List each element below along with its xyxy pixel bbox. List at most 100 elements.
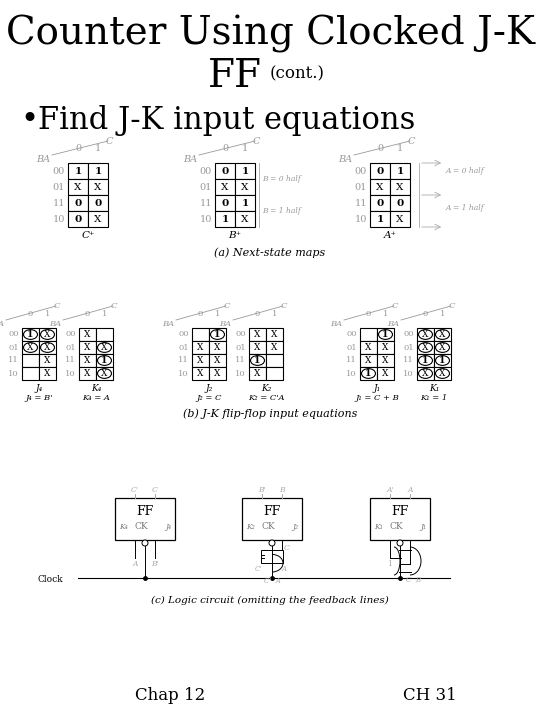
Text: X: X: [396, 215, 404, 223]
Bar: [261, 550, 283, 563]
Text: B': B': [258, 486, 266, 494]
Text: 1: 1: [75, 166, 82, 176]
Text: FF: FF: [264, 505, 281, 518]
Bar: [417, 341, 434, 354]
Text: 1: 1: [376, 215, 383, 223]
Bar: [192, 354, 209, 367]
Text: X: X: [221, 182, 228, 192]
Text: C: C: [449, 302, 455, 310]
Text: J₂: J₂: [292, 523, 298, 531]
Text: CK: CK: [261, 522, 275, 531]
Text: X: X: [376, 182, 384, 192]
Text: K₄: K₄: [119, 523, 128, 531]
Text: 0: 0: [75, 199, 82, 207]
Bar: [266, 341, 283, 354]
Bar: [192, 367, 209, 380]
Text: J₄: J₄: [165, 523, 171, 531]
Text: 10: 10: [403, 369, 414, 377]
Text: 00: 00: [235, 330, 246, 338]
Text: A: A: [132, 560, 138, 568]
Text: C'  A: C' A: [264, 577, 280, 585]
Text: 10: 10: [355, 215, 367, 223]
Text: X: X: [241, 215, 249, 223]
Text: 00: 00: [65, 330, 76, 338]
Text: 01: 01: [178, 343, 189, 351]
Text: 1: 1: [440, 356, 445, 365]
Bar: [370, 163, 390, 179]
Text: 0: 0: [377, 144, 383, 153]
Circle shape: [397, 540, 403, 546]
Text: 11: 11: [346, 356, 357, 364]
Text: X: X: [84, 369, 91, 378]
Text: X: X: [44, 369, 51, 378]
Text: J₄ = B': J₄ = B': [25, 394, 53, 402]
Bar: [79, 367, 96, 380]
Text: A⁺: A⁺: [383, 231, 396, 240]
Bar: [39, 328, 56, 341]
Text: 10: 10: [52, 215, 65, 223]
Text: BA: BA: [330, 320, 342, 328]
Bar: [209, 367, 226, 380]
Bar: [215, 195, 235, 211]
Text: X: X: [241, 182, 249, 192]
Text: X: X: [197, 343, 204, 352]
Bar: [249, 328, 266, 341]
Text: 11: 11: [403, 356, 414, 364]
Text: K₁: K₁: [374, 523, 383, 531]
Text: C: C: [284, 544, 290, 552]
Text: 1: 1: [254, 356, 261, 365]
Text: 01: 01: [355, 182, 367, 192]
Bar: [434, 367, 451, 380]
Circle shape: [269, 540, 275, 546]
Bar: [360, 354, 377, 367]
Text: K₂: K₂: [261, 384, 271, 393]
Text: 0: 0: [85, 310, 90, 318]
Bar: [249, 341, 266, 354]
Text: 00: 00: [179, 330, 189, 338]
Text: X: X: [422, 343, 429, 352]
Bar: [235, 195, 255, 211]
Text: X: X: [440, 343, 445, 352]
Bar: [390, 163, 410, 179]
Text: J₂: J₂: [205, 384, 213, 393]
Text: 01: 01: [235, 343, 246, 351]
Text: B = 0 half: B = 0 half: [262, 175, 301, 183]
Text: 1: 1: [102, 356, 107, 365]
Text: 10: 10: [235, 369, 246, 377]
Text: Clock: Clock: [38, 575, 64, 583]
Text: X: X: [102, 369, 107, 378]
Bar: [370, 211, 390, 227]
Bar: [390, 211, 410, 227]
Text: X: X: [94, 215, 102, 223]
Bar: [360, 341, 377, 354]
Text: 11: 11: [8, 356, 19, 364]
Bar: [22, 341, 39, 354]
Bar: [192, 328, 209, 341]
Text: B⁺: B⁺: [228, 231, 241, 240]
Text: X: X: [382, 369, 389, 378]
Text: 1: 1: [382, 330, 389, 339]
Bar: [68, 195, 88, 211]
Bar: [370, 179, 390, 195]
Text: 00: 00: [347, 330, 357, 338]
Text: CK: CK: [134, 522, 148, 531]
Text: 10: 10: [9, 369, 19, 377]
Bar: [88, 179, 108, 195]
Text: BA: BA: [219, 320, 231, 328]
Text: 0: 0: [28, 310, 33, 318]
Text: 1: 1: [241, 166, 248, 176]
Text: J₁: J₁: [373, 384, 381, 393]
Text: X: X: [271, 330, 278, 339]
Text: 1: 1: [242, 144, 248, 153]
Bar: [377, 354, 394, 367]
Text: 1: 1: [396, 166, 403, 176]
Text: BA: BA: [0, 320, 4, 328]
Bar: [377, 341, 394, 354]
Text: C: C: [54, 302, 60, 310]
Text: 1: 1: [397, 144, 403, 153]
Text: (cont.): (cont.): [270, 65, 325, 82]
Text: 01: 01: [65, 343, 76, 351]
Bar: [22, 328, 39, 341]
Text: C: C: [406, 576, 411, 584]
Text: J₁ = C + B: J₁ = C + B: [355, 394, 399, 402]
